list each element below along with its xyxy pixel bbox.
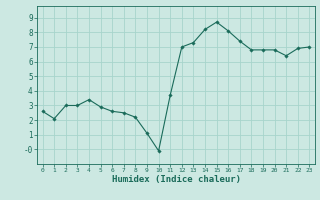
X-axis label: Humidex (Indice chaleur): Humidex (Indice chaleur) xyxy=(111,175,241,184)
